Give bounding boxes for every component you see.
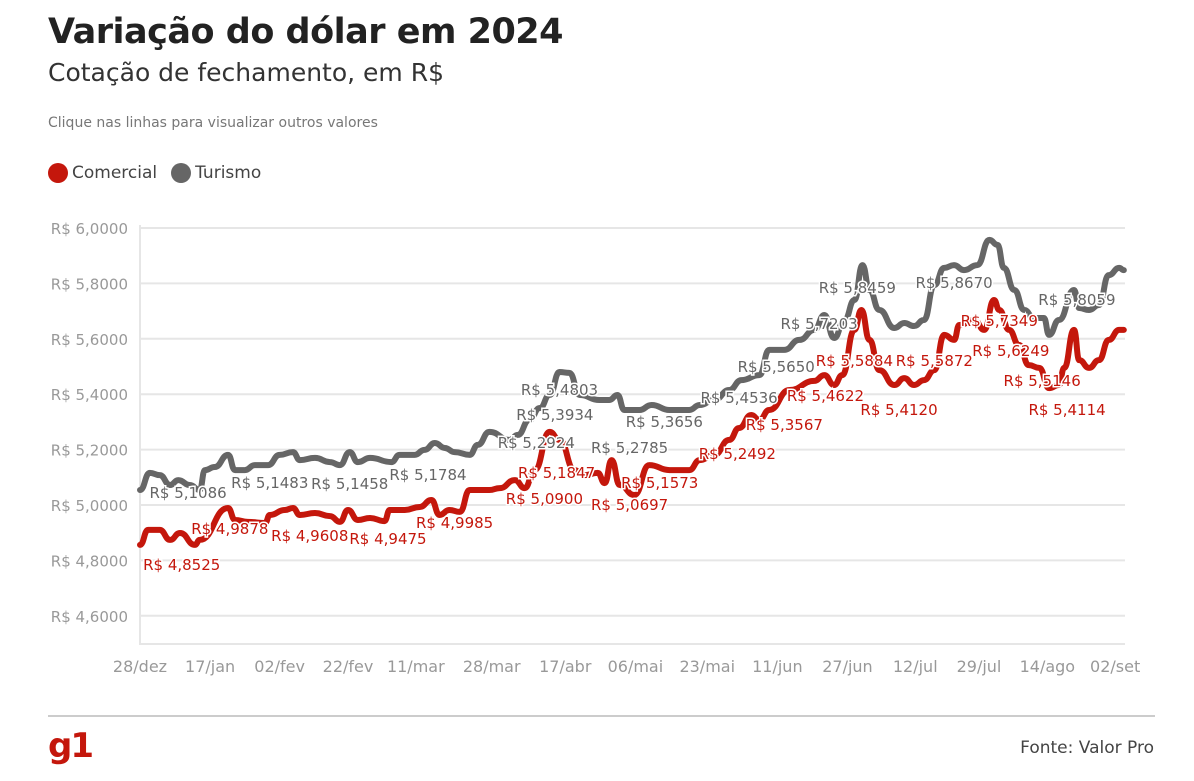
x-tick-label: 14/ago [1020,657,1076,676]
page-subtitle: Cotação de fechamento, em R$ [48,58,444,87]
data-label-comercial: R$ 5,3567 [746,416,823,434]
data-label-turismo: R$ 5,3934 [516,406,593,424]
x-tick-label: 02/fev [254,657,305,676]
x-tick-label: 11/mar [387,657,445,676]
data-label-comercial: R$ 5,5146 [1004,372,1081,390]
legend-item-turismo[interactable]: Turismo [171,163,261,183]
y-tick-label: R$ 5,2000 [51,442,128,460]
y-tick-label: R$ 5,8000 [51,275,128,293]
data-label-comercial: R$ 5,5884 [816,352,893,370]
data-label-comercial: R$ 5,5872 [896,352,973,370]
data-label-turismo: R$ 5,4803 [521,381,598,399]
data-label-comercial: R$ 4,9878 [191,520,268,538]
y-tick-label: R$ 6,0000 [51,220,128,238]
y-tick-label: R$ 4,8000 [51,552,128,570]
y-tick-label: R$ 5,0000 [51,497,128,515]
x-tick-label: 28/mar [463,657,521,676]
data-label-turismo: R$ 5,8059 [1038,291,1115,309]
data-label-turismo: R$ 5,5650 [738,358,815,376]
data-label-comercial: R$ 5,4622 [787,387,864,405]
comercial-swatch-icon [48,163,68,183]
g1-logo: g1 [48,726,94,766]
x-tick-label: 12/jul [893,657,938,676]
data-label-comercial: R$ 5,1573 [621,474,698,492]
x-tick-label: 28/dez [113,657,167,676]
x-tick-label: 17/abr [539,657,592,676]
data-label-turismo: R$ 5,7203 [780,315,857,333]
x-tick-label: 02/set [1090,657,1140,676]
data-label-turismo: R$ 5,1086 [149,484,226,502]
y-tick-label: R$ 5,4000 [51,386,128,404]
series-line-comercial[interactable] [137,297,1127,548]
x-tick-label: 06/mai [608,657,664,676]
data-label-comercial: R$ 5,6249 [972,342,1049,360]
data-label-comercial: R$ 4,9475 [349,530,426,548]
data-label-turismo: R$ 5,2924 [498,434,575,452]
x-tick-label: 22/fev [323,657,374,676]
x-tick-label: 17/jan [185,657,235,676]
page-title: Variação do dólar em 2024 [48,12,564,52]
data-label-turismo: R$ 5,3656 [626,413,703,431]
legend: Comercial Turismo [48,163,261,183]
data-label-comercial: R$ 5,0900 [506,490,583,508]
data-label-comercial: R$ 5,0697 [591,496,668,514]
x-tick-label: 27/jun [822,657,872,676]
x-tick-label: 23/mai [679,657,735,676]
data-label-turismo: R$ 5,1784 [389,466,466,484]
data-label-comercial: R$ 4,8525 [143,556,220,574]
legend-item-comercial[interactable]: Comercial [48,163,157,183]
data-label-turismo: R$ 5,8459 [819,279,896,297]
data-label-comercial: R$ 4,9608 [271,527,348,545]
data-label-comercial: R$ 5,4114 [1028,401,1105,419]
data-label-comercial: R$ 4,9985 [416,514,493,532]
y-tick-label: R$ 4,6000 [51,608,128,626]
data-label-comercial: R$ 5,7349 [961,312,1038,330]
legend-label: Comercial [72,163,158,183]
legend-label: Turismo [195,163,262,183]
x-tick-label: 29/jul [957,657,1002,676]
turismo-swatch-icon [171,163,192,183]
data-label-turismo: R$ 5,2785 [591,439,668,457]
source-note: Fonte: Valor Pro [1020,738,1154,758]
data-label-turismo: R$ 5,8670 [915,274,992,292]
instruction-note: Clique nas linhas para visualizar outros… [48,115,378,131]
data-label-turismo: R$ 5,1483 [231,474,308,492]
data-label-turismo: R$ 5,4536 [700,389,777,407]
y-tick-label: R$ 5,6000 [51,331,128,349]
footer-divider [48,715,1155,717]
series-line-turismo[interactable] [137,236,1127,494]
data-label-turismo: R$ 5,1458 [311,475,388,493]
x-tick-label: 11/jun [752,657,802,676]
data-label-comercial: R$ 5,2492 [699,445,776,463]
data-label-comercial: R$ 5,4120 [860,401,937,419]
data-label-comercial: R$ 5,1847 [518,464,595,482]
